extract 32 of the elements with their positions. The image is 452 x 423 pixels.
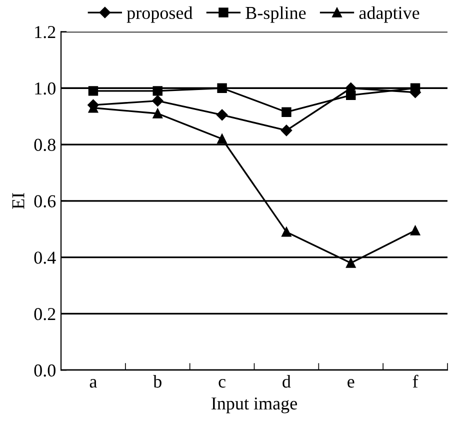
point (280, 124, 292, 136)
x-tick-label: b (153, 374, 162, 388)
y-tick-label: 0.0 (34, 364, 56, 377)
legend-label: B-spline (246, 6, 306, 23)
point (346, 258, 356, 268)
x-tick-label: c (218, 379, 226, 388)
point (282, 227, 292, 237)
y-tick-label: 0.8 (34, 138, 56, 152)
point (346, 90, 356, 100)
y-tick-label: 0.2 (34, 308, 56, 320)
y-tick-label: 0.6 (34, 195, 56, 208)
point (152, 95, 164, 106)
y-tick-label: 1.0 (35, 82, 56, 95)
point (217, 134, 227, 144)
point (152, 108, 162, 118)
x-axis-title: Input image (212, 397, 297, 414)
y-tick-label: 1.2 (35, 26, 56, 38)
x-tick-label: f (412, 374, 418, 388)
point (410, 83, 420, 93)
legend-label: adaptive (359, 6, 420, 23)
y-tick-label: 0.4 (34, 252, 56, 264)
point (152, 86, 162, 96)
point (217, 83, 227, 93)
x-tick-label: e (348, 379, 354, 388)
x-tick-label: a (90, 379, 97, 388)
point (410, 226, 420, 236)
point (216, 109, 228, 121)
point (88, 86, 98, 96)
legend-label: proposed (126, 6, 193, 23)
y-axis-title: EI (12, 193, 24, 209)
point (282, 107, 292, 117)
x-tick-label: d (282, 374, 291, 388)
